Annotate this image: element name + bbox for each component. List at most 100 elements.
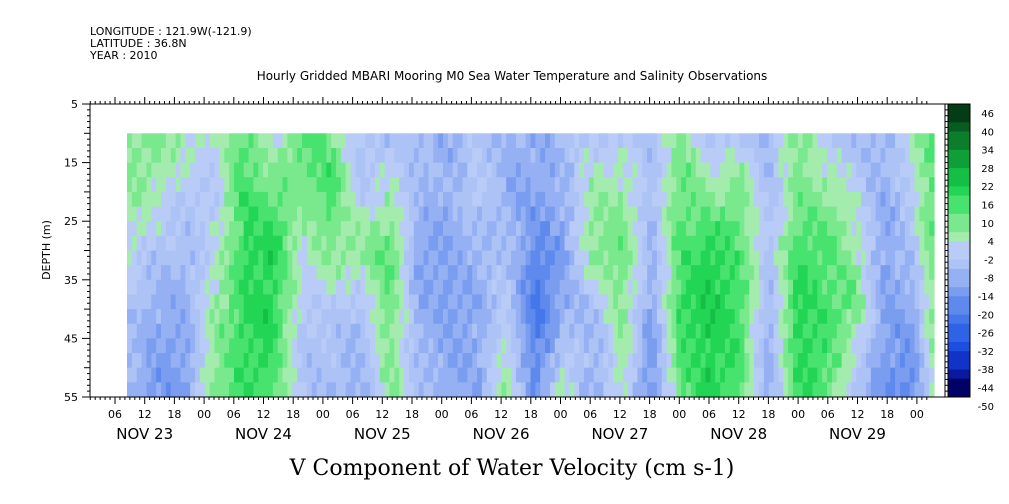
heatmap-cell bbox=[822, 338, 828, 354]
heatmap-cell bbox=[681, 133, 687, 149]
heatmap-cell bbox=[588, 235, 595, 252]
heatmap-cell bbox=[778, 250, 784, 266]
heatmap-cell bbox=[885, 265, 891, 281]
heatmap-cell bbox=[428, 323, 434, 339]
heatmap-cell bbox=[554, 323, 561, 339]
heatmap-cell bbox=[258, 147, 264, 164]
heatmap-cell bbox=[379, 323, 386, 339]
heatmap-cell bbox=[423, 367, 430, 383]
heatmap-cell bbox=[739, 147, 745, 164]
colorbar-label: -2 bbox=[984, 255, 994, 266]
heatmap-cell bbox=[379, 338, 386, 354]
heatmap-cell bbox=[739, 279, 745, 296]
heatmap-cell bbox=[749, 133, 755, 149]
heatmap-cell bbox=[350, 235, 357, 252]
heatmap-cell bbox=[404, 367, 410, 383]
heatmap-cell bbox=[146, 147, 152, 164]
heatmap-cell bbox=[671, 191, 677, 208]
heatmap-cell bbox=[773, 294, 780, 310]
colorbar-label: -38 bbox=[978, 365, 994, 376]
heatmap-cell bbox=[389, 353, 395, 369]
heatmap-cell bbox=[136, 323, 143, 339]
heatmap-cell bbox=[457, 147, 464, 164]
heatmap-cell bbox=[438, 382, 444, 398]
heatmap-cell bbox=[462, 338, 468, 354]
heatmap-cell bbox=[880, 382, 886, 398]
heatmap-cell bbox=[802, 367, 809, 383]
heatmap-cell bbox=[452, 250, 459, 266]
heatmap-cell bbox=[768, 294, 775, 310]
heatmap-cell bbox=[788, 177, 794, 193]
heatmap-cell bbox=[773, 191, 780, 208]
heatmap-cell bbox=[263, 323, 269, 339]
heatmap-cell bbox=[384, 367, 391, 383]
heatmap-cell bbox=[389, 250, 395, 266]
heatmap-cell bbox=[297, 353, 303, 369]
colorbar-swatch bbox=[948, 387, 970, 398]
heatmap-cell bbox=[287, 133, 293, 149]
heatmap-cell bbox=[161, 191, 167, 208]
heatmap-cell bbox=[666, 162, 673, 178]
heatmap-cell bbox=[267, 147, 274, 164]
heatmap-cell bbox=[496, 353, 502, 369]
heatmap-cell bbox=[880, 235, 886, 252]
heatmap-cell bbox=[214, 265, 220, 281]
heatmap-cell bbox=[690, 265, 697, 281]
heatmap-cell bbox=[535, 367, 541, 383]
heatmap-cell bbox=[272, 162, 279, 178]
heatmap-cell bbox=[827, 338, 833, 354]
heatmap-cell bbox=[336, 353, 342, 369]
heatmap-cell bbox=[739, 294, 745, 310]
heatmap-cell bbox=[472, 221, 478, 237]
heatmap-cell bbox=[195, 338, 201, 354]
heatmap-cell bbox=[433, 265, 439, 281]
heatmap-cell bbox=[705, 133, 711, 149]
heatmap-cell bbox=[331, 177, 337, 193]
heatmap-cell bbox=[209, 206, 216, 222]
heatmap-cell bbox=[890, 279, 896, 296]
heatmap-cell bbox=[452, 279, 459, 296]
heatmap-cell bbox=[515, 250, 522, 266]
colorbar-swatch bbox=[948, 140, 970, 151]
heatmap-cell bbox=[156, 382, 162, 398]
heatmap-cell bbox=[603, 323, 609, 339]
heatmap-cell bbox=[540, 367, 546, 383]
heatmap-cell bbox=[579, 338, 585, 354]
heatmap-cell bbox=[277, 206, 284, 222]
heatmap-cell bbox=[846, 162, 852, 178]
heatmap-cell bbox=[914, 235, 921, 252]
heatmap-cell bbox=[686, 367, 692, 383]
heatmap-cell bbox=[190, 367, 196, 383]
heatmap-cell bbox=[161, 353, 167, 369]
heatmap-cell bbox=[768, 235, 775, 252]
heatmap-cell bbox=[428, 353, 434, 369]
heatmap-cell bbox=[919, 221, 925, 237]
heatmap-cell bbox=[408, 309, 415, 325]
heatmap-cell bbox=[622, 279, 629, 296]
heatmap-cell bbox=[457, 235, 464, 252]
heatmap-cell bbox=[394, 147, 400, 164]
heatmap-cell bbox=[807, 367, 814, 383]
heatmap-cell bbox=[336, 235, 342, 252]
heatmap-cell bbox=[647, 221, 653, 237]
heatmap-cell bbox=[447, 265, 454, 281]
heatmap-cell bbox=[302, 206, 308, 222]
heatmap-cell bbox=[895, 162, 901, 178]
heatmap-cell bbox=[710, 265, 716, 281]
heatmap-cell bbox=[652, 309, 658, 325]
heatmap-cell bbox=[282, 162, 289, 178]
x-axis-ticks: 06 12 18 00 06 12 18 00 06 12 18 00 06 12 18 00 06 12 18 00… bbox=[89, 97, 928, 443]
heatmap-cell bbox=[418, 323, 425, 339]
heatmap-cell bbox=[802, 250, 809, 266]
heatmap-cell bbox=[763, 265, 770, 281]
heatmap-cell bbox=[793, 133, 799, 149]
heatmap-cell bbox=[773, 353, 780, 369]
heatmap-cell bbox=[724, 323, 731, 339]
heatmap-cell bbox=[452, 353, 459, 369]
heatmap-cell bbox=[788, 147, 794, 164]
heatmap-cell bbox=[224, 221, 230, 237]
heatmap-cell bbox=[253, 133, 259, 149]
heatmap-cell bbox=[608, 367, 614, 383]
heatmap-cell bbox=[890, 265, 896, 281]
heatmap-cell bbox=[564, 250, 570, 266]
